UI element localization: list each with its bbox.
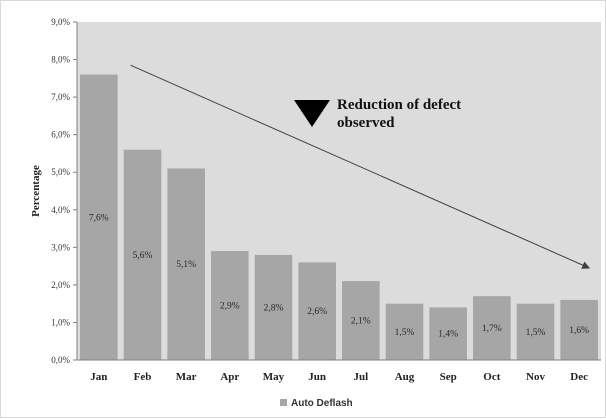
x-tick-label-feb: Feb bbox=[134, 371, 152, 383]
x-tick-label-may: May bbox=[263, 371, 285, 383]
x-tick-label-jun: Jun bbox=[308, 371, 326, 383]
x-tick-label-jul: Jul bbox=[353, 371, 368, 383]
bar-may bbox=[254, 254, 293, 360]
annotation-line-2: observed bbox=[337, 115, 395, 131]
bar-dec bbox=[560, 299, 598, 360]
bar-mar bbox=[167, 168, 205, 360]
trend-arrow bbox=[130, 64, 591, 269]
y-tick-label: 3,0% bbox=[51, 242, 70, 252]
data-label-nov: 1,5% bbox=[526, 328, 546, 338]
data-label-jan: 7,6% bbox=[89, 213, 109, 223]
bar-oct bbox=[473, 296, 511, 360]
bar-nov bbox=[516, 303, 555, 360]
x-tick-label-oct: Oct bbox=[483, 371, 500, 383]
bar-aug bbox=[385, 303, 424, 360]
x-tick-label-nov: Nov bbox=[526, 371, 545, 383]
data-label-mar: 5,1% bbox=[176, 260, 196, 270]
y-tick-label: 9,0% bbox=[51, 17, 70, 27]
data-label-aug: 1,5% bbox=[395, 328, 415, 338]
y-tick-label: 5,0% bbox=[51, 167, 70, 177]
x-tick-label-dec: Dec bbox=[570, 371, 588, 383]
x-tick-label-aug: Aug bbox=[395, 371, 415, 383]
y-tick-label: 8,0% bbox=[51, 55, 70, 65]
bar-jun bbox=[298, 262, 336, 360]
plot-area bbox=[77, 22, 601, 360]
y-tick-label: 4,0% bbox=[51, 205, 70, 215]
data-label-feb: 5,6% bbox=[133, 251, 153, 261]
legend-swatch bbox=[280, 399, 287, 406]
y-tick-label: 1,0% bbox=[51, 317, 70, 327]
x-tick-label-sep: Sep bbox=[440, 371, 457, 383]
y-tick-label: 7,0% bbox=[51, 92, 70, 102]
bar-jul bbox=[342, 281, 380, 360]
data-label-dec: 1,6% bbox=[569, 326, 589, 336]
data-label-oct: 1,7% bbox=[482, 324, 502, 334]
data-label-jun: 2,6% bbox=[307, 307, 327, 317]
bars-group bbox=[80, 74, 598, 361]
data-label-jul: 2,1% bbox=[351, 317, 371, 327]
x-tick-label-mar: Mar bbox=[176, 371, 197, 383]
bar-sep bbox=[429, 307, 467, 360]
data-labels: 7,6% 5,6% 5,1% 2,9% 2,8% 2,6% 2,1% 1,5% 1,4% 1,7%… bbox=[89, 213, 589, 339]
data-label-sep: 1,4% bbox=[438, 330, 458, 340]
annotation-line-1: Reduction of defect bbox=[337, 97, 461, 113]
x-tick-label-apr: Apr bbox=[220, 371, 239, 383]
y-tick-label: 2,0% bbox=[51, 280, 70, 290]
bar-apr bbox=[211, 251, 249, 360]
y-tick-label: 0,0% bbox=[51, 355, 70, 365]
y-axis-ticks: 0,0% 1,0% 2,0% 3,0% 4,0% 5,0% 6,0% 7,0% 8,0% 9,0% bbox=[51, 17, 77, 365]
data-label-may: 2,8% bbox=[264, 303, 284, 313]
y-axis-title: Percentage bbox=[30, 165, 42, 217]
bar-jan bbox=[80, 74, 118, 361]
legend-label: Auto Deflash bbox=[291, 398, 353, 409]
y-tick-label: 6,0% bbox=[51, 130, 70, 140]
bar-feb bbox=[123, 149, 162, 360]
x-tick-label-jan: Jan bbox=[90, 371, 107, 383]
down-triangle-icon bbox=[294, 100, 330, 127]
x-axis-labels: Jan Feb Mar Apr May Jun Jul Aug Sep Oct Nov Dec bbox=[90, 371, 588, 383]
data-label-apr: 2,9% bbox=[220, 302, 240, 312]
